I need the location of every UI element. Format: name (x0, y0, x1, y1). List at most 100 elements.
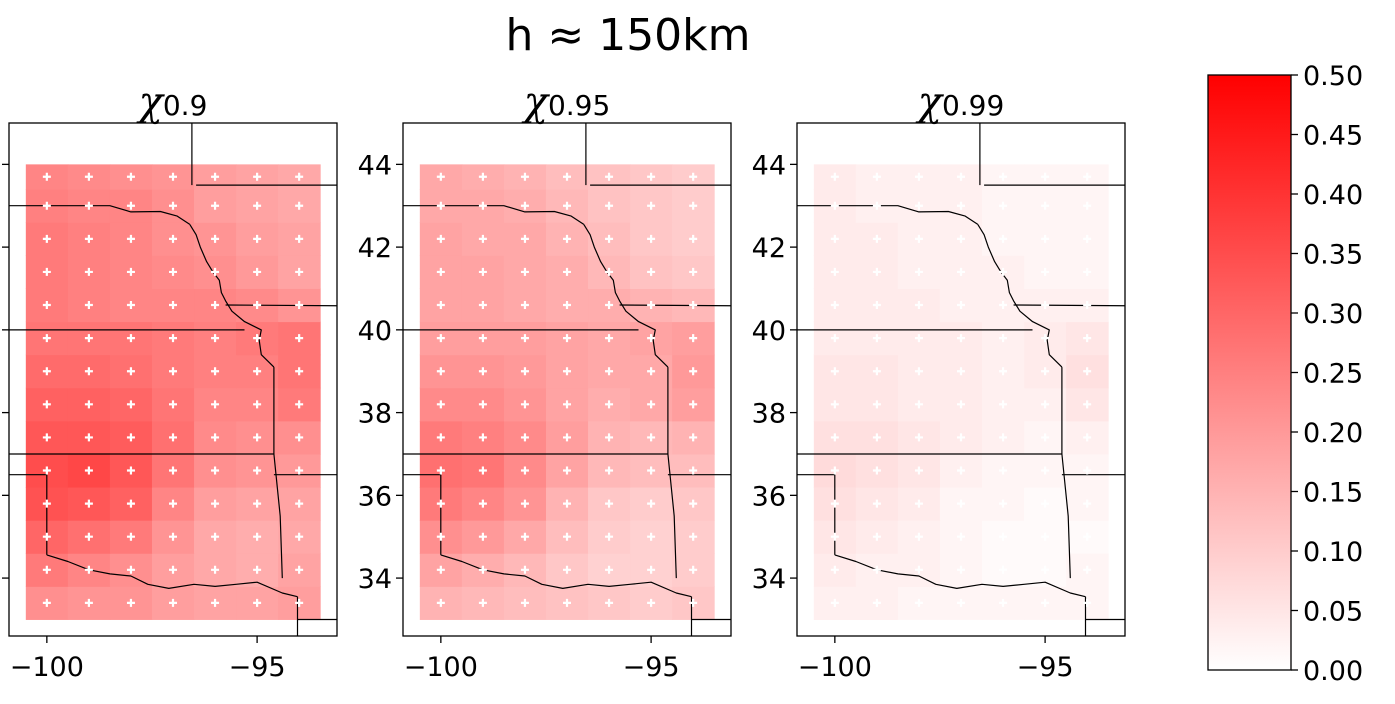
station-marker (914, 172, 923, 181)
station-marker (253, 499, 262, 508)
station-marker (999, 367, 1008, 376)
station-marker (478, 201, 487, 210)
station-marker (830, 565, 839, 574)
station-marker (957, 267, 965, 276)
station-marker (563, 334, 571, 343)
station-marker (689, 367, 698, 376)
station-marker (999, 466, 1008, 475)
station-marker (253, 201, 262, 210)
station-marker (689, 598, 698, 607)
station-marker (478, 466, 487, 475)
station-marker (42, 172, 51, 181)
x-tick-label: −100 (10, 652, 84, 683)
station-marker (126, 234, 135, 243)
station-marker (126, 301, 135, 310)
station-marker (999, 532, 1008, 541)
station-marker (914, 201, 923, 210)
panel-title-symbol: χ (521, 79, 551, 125)
station-marker (957, 466, 965, 475)
station-marker (478, 172, 487, 181)
station-marker (436, 301, 445, 310)
station-marker (1083, 400, 1092, 409)
station-marker (126, 598, 135, 607)
station-marker (295, 172, 304, 181)
station-marker (84, 201, 93, 210)
station-marker (84, 172, 93, 181)
station-marker (1083, 267, 1092, 276)
station-marker (872, 433, 881, 442)
station-marker (42, 267, 51, 276)
station-marker (1041, 499, 1050, 508)
station-marker (42, 598, 51, 607)
station-marker (211, 400, 220, 409)
station-marker (211, 433, 220, 442)
station-marker (563, 172, 571, 181)
station-marker (436, 400, 445, 409)
station-marker (520, 532, 529, 541)
station-marker (126, 172, 135, 181)
station-marker (295, 565, 304, 574)
station-marker (169, 334, 177, 343)
station-marker (563, 301, 571, 310)
station-marker (689, 400, 698, 409)
state-boundaries (9, 123, 337, 636)
station-marker (563, 400, 571, 409)
station-marker (126, 267, 135, 276)
panel-title-subscript: 0.9 (163, 89, 208, 122)
station-marker (830, 400, 839, 409)
colorbar-tick-label: 0.50 (1303, 61, 1363, 92)
station-marker (647, 565, 656, 574)
station-marker (211, 499, 220, 508)
station-marker (957, 301, 965, 310)
station-marker (647, 532, 656, 541)
station-marker (647, 466, 656, 475)
station-marker (169, 565, 177, 574)
station-marker (42, 400, 51, 409)
station-marker (1041, 334, 1050, 343)
station-marker (169, 466, 177, 475)
station-marker (647, 598, 656, 607)
station-marker (957, 201, 965, 210)
colorbar-tick-label: 0.05 (1303, 597, 1363, 628)
station-marker (1083, 201, 1092, 210)
station-marker (295, 267, 304, 276)
y-tick-label: 44 (358, 150, 392, 181)
station-marker (872, 201, 881, 210)
panel-title-symbol: χ (915, 79, 945, 125)
state-boundary-line (619, 304, 731, 307)
station-marker (436, 334, 445, 343)
y-tick-label: 40 (358, 316, 392, 347)
station-marker (647, 234, 656, 243)
station-marker (605, 301, 614, 310)
station-marker (295, 532, 304, 541)
station-marker (211, 234, 220, 243)
station-marker (830, 267, 839, 276)
station-marker (436, 433, 445, 442)
station-marker (169, 267, 177, 276)
station-marker (647, 267, 656, 276)
y-tick-label: 36 (358, 481, 392, 512)
station-marker (211, 301, 220, 310)
station-marker (957, 172, 965, 181)
station-marker (957, 499, 965, 508)
panel-title: χ0.9 (136, 79, 208, 125)
station-marker (563, 466, 571, 475)
station-marker (1083, 532, 1092, 541)
station-marker (647, 334, 656, 343)
station-marker (436, 598, 445, 607)
station-marker (295, 499, 304, 508)
station-marker (520, 400, 529, 409)
station-marker (478, 367, 487, 376)
station-marker (689, 234, 698, 243)
station-marker (999, 400, 1008, 409)
panel-title: χ0.99 (915, 79, 1005, 125)
station-marker (253, 367, 262, 376)
station-marker (478, 565, 487, 574)
station-marker (605, 334, 614, 343)
station-marker (563, 433, 571, 442)
panel-title-subscript: 0.95 (548, 89, 610, 122)
station-marker (957, 532, 965, 541)
x-tick-label: −95 (1017, 652, 1074, 683)
station-marker (1083, 367, 1092, 376)
